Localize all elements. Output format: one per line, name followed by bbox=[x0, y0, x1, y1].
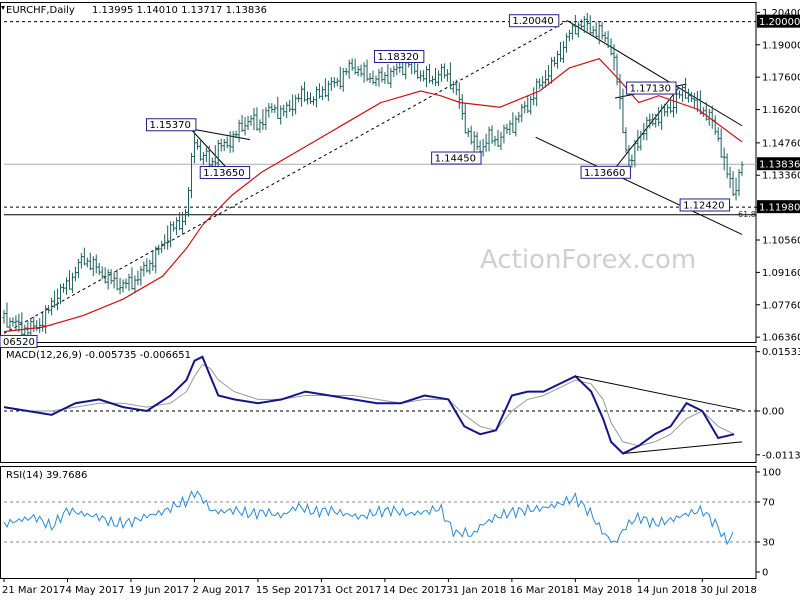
price-point-label: 1.15370 bbox=[149, 120, 190, 131]
price-ytick-label: 1.20400 bbox=[762, 8, 800, 19]
x-tick-label: 14 Dec 2017 bbox=[383, 585, 447, 596]
last-price-tag bbox=[757, 157, 800, 171]
price-point-label-box bbox=[145, 118, 197, 132]
price-point-label-box bbox=[199, 166, 251, 180]
rsi-ytick-label: 70 bbox=[762, 498, 775, 509]
x-tick-label: 31 Jan 2018 bbox=[446, 585, 506, 596]
price-header-ohlc: 1.13995 1.14010 1.13717 1.13836 bbox=[92, 5, 267, 16]
x-tick-label: 30 Jul 2018 bbox=[700, 585, 757, 596]
x-tick-label: 15 Sep 2017 bbox=[256, 585, 319, 596]
watermark: ActionForex.com bbox=[480, 245, 696, 275]
level-tag-label: 1.11980 bbox=[759, 203, 800, 214]
fib-label: 61.8 bbox=[738, 210, 756, 219]
rsi-ytick-label: 0 bbox=[762, 568, 768, 579]
price-ytick-label: 1.07760 bbox=[762, 300, 800, 311]
trend-line bbox=[3, 20, 568, 334]
price-point-label: 1.20040 bbox=[512, 16, 553, 27]
price-point-label: 1.12420 bbox=[683, 200, 724, 211]
level-tag bbox=[757, 14, 800, 28]
x-tick-label: 4 May 2017 bbox=[65, 585, 124, 596]
price-ytick-label: 1.17600 bbox=[762, 73, 800, 84]
trend-line bbox=[567, 20, 743, 127]
rsi-ytick-label: 100 bbox=[762, 468, 781, 479]
x-tick-label: 14 Jun 2018 bbox=[637, 585, 697, 596]
collapse-arrow-icon[interactable] bbox=[1, 6, 5, 10]
x-tick-label: 31 Oct 2017 bbox=[319, 585, 381, 596]
price-point-label: 1.13660 bbox=[584, 168, 625, 179]
price-ytick-label: 1.16200 bbox=[762, 105, 800, 116]
rsi-ytick-label: 30 bbox=[762, 538, 775, 549]
macd-trend-line bbox=[622, 441, 743, 454]
price-ytick-label: 1.14760 bbox=[762, 138, 800, 149]
price-ytick-label: 1.10560 bbox=[762, 236, 800, 247]
x-tick-label: 21 Mar 2017 bbox=[2, 585, 65, 596]
level-tag bbox=[757, 200, 800, 214]
macd-trend-line bbox=[575, 375, 743, 411]
price-point-label: 1.18320 bbox=[377, 52, 418, 63]
trend-line bbox=[535, 136, 743, 235]
last-price-label: 1.13836 bbox=[759, 160, 800, 171]
rsi-panel: RSI(14) 39.7686 100 70 30 0 bbox=[3, 468, 781, 579]
macd-signal-line bbox=[3, 363, 735, 447]
x-tick-label: 19 Jun 2017 bbox=[129, 585, 189, 596]
panel-frames bbox=[0, 2, 757, 579]
price-panel: EURCHF,Daily 1.13995 1.14010 1.13717 1.1… bbox=[0, 5, 800, 348]
price-header-symbol: EURCHF,Daily bbox=[6, 5, 75, 16]
price-ytick-label: 1.06360 bbox=[762, 333, 800, 344]
macd-title: MACD(12,26,9) -0.005735 -0.006651 bbox=[6, 350, 191, 361]
price-point-label-box bbox=[373, 50, 425, 64]
price-point-label-box bbox=[626, 81, 677, 95]
trend-line bbox=[190, 128, 227, 168]
price-ytick-label: 1.19000 bbox=[762, 40, 800, 51]
macd-line bbox=[3, 355, 735, 455]
x-tick-label: 2 Aug 2017 bbox=[192, 585, 250, 596]
price-point-label: 1.17130 bbox=[630, 84, 671, 95]
price-point-label: 06520 bbox=[3, 337, 35, 348]
macd-ytick-label: 0.00 bbox=[762, 406, 784, 417]
level-tag-label: 1.20000 bbox=[759, 17, 800, 28]
macd-panel: MACD(12,26,9) -0.005735 -0.006651 0.0153… bbox=[3, 347, 800, 461]
trend-line bbox=[190, 128, 251, 141]
price-ytick-label: 1.09160 bbox=[762, 268, 800, 279]
x-tick-label: 1 May 2018 bbox=[573, 585, 632, 596]
price-point-label-box bbox=[580, 165, 631, 179]
macd-ytick-label: 0.015338 bbox=[762, 347, 800, 358]
rsi-title: RSI(14) 39.7686 bbox=[6, 470, 87, 481]
price-point-label: 1.14450 bbox=[435, 154, 476, 165]
x-axis: 21 Mar 2017 4 May 2017 19 Jun 2017 2 Aug 20… bbox=[2, 578, 757, 596]
macd-ytick-label: -0.011344 bbox=[762, 450, 800, 461]
price-point-label-box bbox=[508, 14, 560, 28]
price-point-label-box bbox=[679, 198, 731, 212]
rsi-line bbox=[3, 490, 734, 546]
price-point-label-box bbox=[431, 151, 482, 165]
price-point-label: 1.13650 bbox=[203, 168, 244, 179]
price-point-label-box bbox=[0, 334, 38, 348]
x-tick-label: 16 Mar 2018 bbox=[510, 585, 573, 596]
moving-average-line bbox=[3, 58, 743, 333]
price-ytick-label: 1.13360 bbox=[762, 171, 800, 182]
